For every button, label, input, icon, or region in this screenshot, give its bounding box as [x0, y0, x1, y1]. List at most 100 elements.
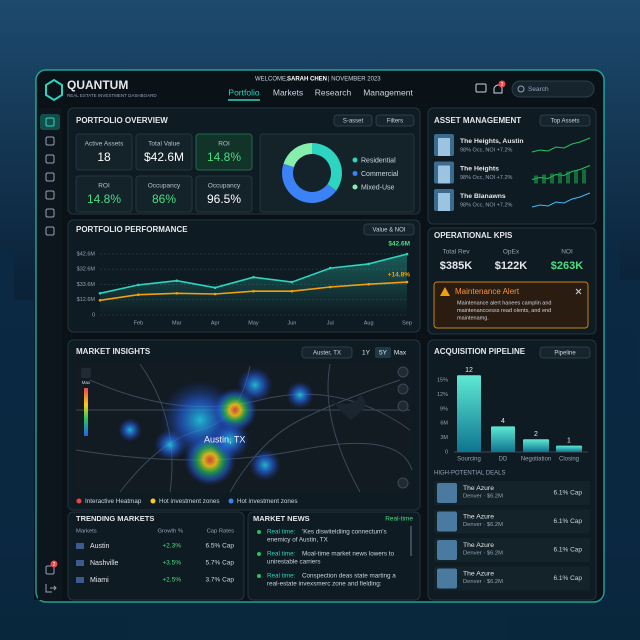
sidebar-icon[interactable] — [45, 172, 55, 182]
news-text: 'Kes diswiteldiing connectum's — [302, 529, 387, 536]
spark-bar — [582, 169, 586, 184]
nav-tab[interactable]: Portfolio — [228, 87, 259, 97]
dropdown-label[interactable]: Filters — [387, 119, 403, 125]
dropdown[interactable] — [363, 223, 415, 236]
x-axis-label: Apr — [211, 320, 220, 326]
dropdown[interactable] — [375, 114, 415, 127]
sidebar-icon[interactable] — [45, 154, 55, 164]
spark-bar — [550, 173, 554, 184]
point — [252, 289, 255, 293]
y-axis-label: 3M — [440, 435, 448, 441]
alert-text: maintenamg. — [457, 315, 489, 321]
range-tab[interactable]: 5Y — [379, 350, 388, 357]
nav-tab[interactable]: Markets — [273, 87, 303, 97]
dropdown-label[interactable]: S-asset — [343, 119, 364, 125]
map-control[interactable] — [397, 400, 409, 412]
stat-value: $42.6M — [144, 150, 184, 164]
value-label: 1 — [567, 437, 571, 444]
point — [367, 282, 370, 286]
spark-bar — [558, 172, 562, 184]
range-tab[interactable]: Max — [394, 350, 407, 357]
deal-thumbnail — [437, 568, 457, 589]
bell-icon[interactable] — [493, 84, 503, 94]
dropdown[interactable] — [539, 346, 591, 359]
y-axis-label: $12.6M — [77, 297, 96, 303]
point — [405, 252, 409, 256]
map-road — [75, 442, 413, 471]
stat-label: Active Assets — [85, 141, 124, 148]
x-axis-label: Sep — [402, 320, 412, 326]
legend-label: Interactive Heatmap — [85, 498, 142, 505]
bar — [491, 426, 515, 452]
news-bullet — [257, 574, 261, 578]
range-active — [375, 347, 391, 358]
nav-tab[interactable]: Management — [363, 87, 413, 97]
point — [98, 292, 102, 295]
badge-count: 2 — [53, 562, 56, 568]
badge-count: 2 — [501, 82, 504, 88]
column-header: Cap Rates — [207, 529, 234, 535]
badge — [498, 80, 506, 88]
dropdown-label[interactable]: Value & NOI — [373, 228, 406, 234]
mail-icon[interactable] — [475, 83, 487, 93]
range-tab[interactable]: 1Y — [362, 350, 371, 357]
alert-text: Maintenance alert hanees camplin and — [457, 300, 551, 306]
value-label: 12 — [465, 367, 473, 374]
asset-name: The Heights, Austin — [460, 138, 524, 145]
y-axis-label: 6M — [440, 421, 448, 427]
logout-icon[interactable] — [45, 584, 57, 593]
deal-row — [434, 538, 590, 562]
stat-card — [75, 175, 133, 213]
asset-thumbnail-building — [438, 138, 450, 156]
sparkline — [531, 137, 591, 153]
heat-blob — [154, 429, 186, 461]
filter-dropdown-label[interactable]: Auster, TX — [313, 351, 341, 357]
sidebar-icon[interactable] — [45, 565, 55, 575]
kpi-label: Total Rev — [442, 249, 470, 256]
asset-detail: 98% Occ, NOI +7.2% — [460, 202, 513, 208]
deal-name: The Azure — [463, 485, 494, 492]
asset-detail: 98% Occ, NOI +7.2% — [460, 147, 513, 153]
point — [252, 275, 255, 279]
news-bullet — [257, 530, 261, 534]
nav-tab[interactable]: Research — [315, 87, 352, 97]
sidebar-icon[interactable] — [45, 117, 55, 127]
search-box[interactable] — [511, 80, 595, 98]
news-tag: Real time: — [267, 529, 296, 536]
sidebar-icon[interactable] — [45, 190, 55, 200]
stat-value: 14.8% — [87, 192, 121, 206]
badge — [50, 560, 58, 568]
dropdown-label[interactable]: Top Assets — [550, 119, 579, 125]
zoom-in[interactable] — [81, 368, 91, 378]
stat-value: 86% — [152, 192, 176, 206]
filter-dropdown[interactable] — [301, 346, 353, 359]
point — [175, 292, 179, 295]
asset-thumbnail-building — [438, 165, 450, 184]
news-text: Moal-time market news lowers to — [302, 551, 395, 558]
x-axis-label: Mar — [172, 320, 182, 326]
map-river — [330, 395, 366, 420]
deal-cap: 6.1% Cap — [553, 575, 582, 582]
market-name: Nashville — [90, 560, 119, 567]
close-icon[interactable] — [575, 288, 582, 295]
stat-card — [195, 133, 253, 171]
map-control[interactable] — [397, 383, 409, 395]
dropdown[interactable] — [539, 114, 591, 127]
sidebar-icon[interactable] — [45, 136, 55, 146]
sidebar-icon[interactable] — [45, 226, 55, 236]
sidebar-icon[interactable] — [45, 208, 55, 218]
dropdown-label[interactable]: Pipeline — [554, 351, 576, 357]
legend-dot — [150, 498, 156, 504]
y-axis-label: 0 — [445, 449, 448, 455]
map-control[interactable] — [397, 366, 409, 378]
point — [137, 283, 140, 287]
map-info[interactable] — [397, 477, 409, 489]
panel-title: OPERATIONAL KPIS — [434, 231, 513, 240]
panel-title: ACQUISITION PIPELINE — [434, 347, 526, 356]
legend-label: Mixed-Use — [361, 184, 395, 191]
dropdown[interactable] — [333, 114, 373, 127]
deal-row — [434, 481, 590, 505]
kpi-value: $385K — [440, 260, 472, 272]
x-axis-label: Sourcing — [457, 457, 481, 463]
